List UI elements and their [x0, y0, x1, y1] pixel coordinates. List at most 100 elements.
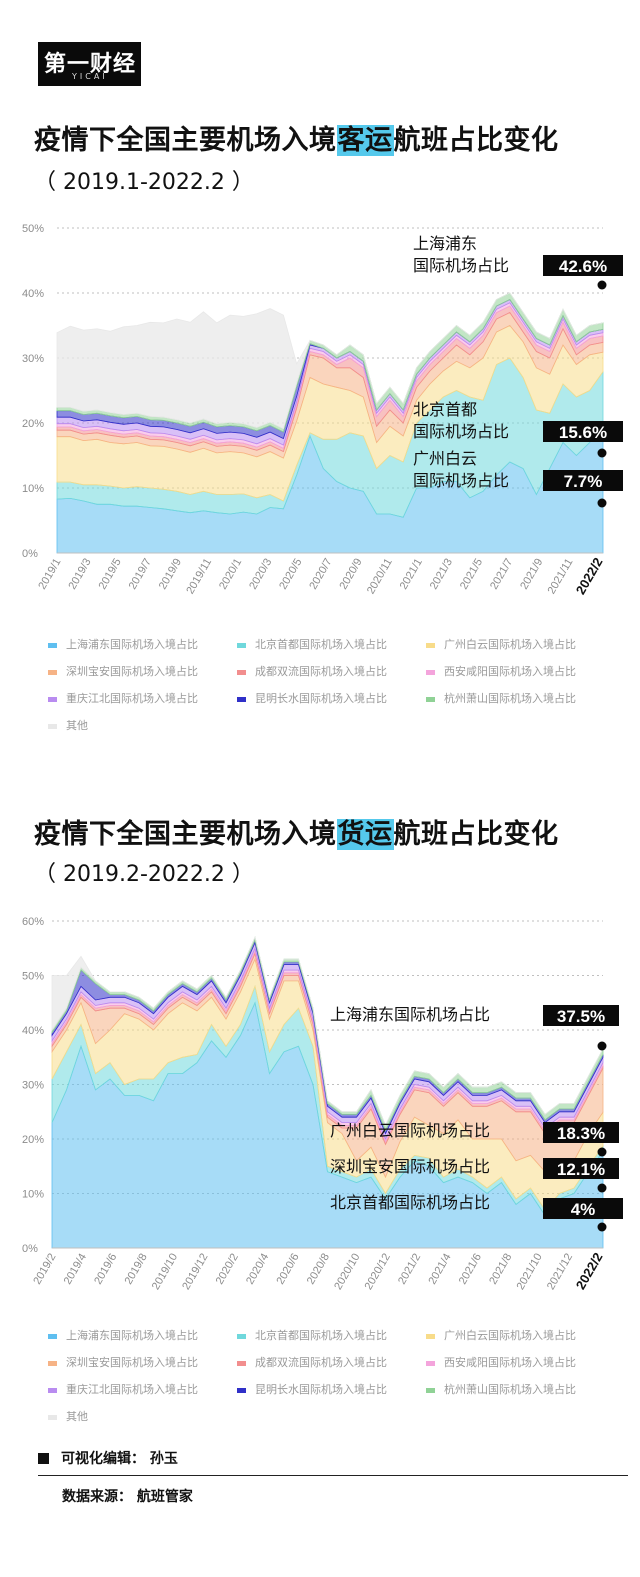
x-tick-label: 2021/12 [545, 1252, 575, 1292]
annotation-value: 4% [571, 1200, 596, 1219]
annotation-value-box [543, 1158, 619, 1179]
x-tick-label: 2019/3 [66, 557, 93, 592]
legend-swatch [237, 1360, 246, 1366]
legend-label: 杭州萧山国际机场入境占比 [444, 692, 576, 705]
legend-label: 北京首都国际机场入境占比 [255, 1329, 387, 1342]
legend-label: 上海浦东国际机场入境占比 [66, 638, 198, 651]
annotation-2: 广州白云国际机场占比 18.3% [330, 1121, 619, 1157]
annotation-dot [597, 498, 607, 508]
chart2-legend: 上海浦东国际机场入境占比 北京首都国际机场入境占比 广州白云国际机场入境占比 深圳宝安… [48, 1327, 618, 1427]
x-tick-label: 2020/9 [337, 557, 364, 592]
legend-item: 广州白云国际机场入境占比 [426, 636, 576, 652]
legend-swatch [237, 1387, 246, 1393]
chart1-title-pre: 疫情下全国主要机场入境 [34, 125, 337, 156]
legend-item: 重庆江北国际机场入境占比 [48, 690, 198, 706]
legend-swatch [426, 1387, 435, 1393]
legend-item: 杭州萧山国际机场入境占比 [426, 1381, 576, 1397]
annotation-value: 18.3% [557, 1124, 605, 1143]
legend-label: 重庆江北国际机场入境占比 [66, 692, 198, 705]
editor-credit: 可视化编辑： 孙玉 [38, 1448, 178, 1468]
annotation-value-box [543, 470, 623, 491]
legend-item: 其他 [48, 717, 88, 733]
legend-label: 其他 [66, 1410, 88, 1423]
legend-swatch [426, 1333, 435, 1339]
x-tick-label: 2021/7 [488, 557, 515, 592]
annotation-dot [597, 1147, 607, 1157]
logo: 第一财经 YICAI [38, 42, 141, 86]
x-tick-label: 2019/2 [31, 1252, 58, 1287]
data-source: 数据来源： 航班管家 [62, 1489, 193, 1505]
y-tick-label: 50% [22, 971, 44, 983]
x-tick-label: 2019/6 [92, 1252, 119, 1287]
annotation-4: 北京首都国际机场占比 4% [330, 1193, 623, 1232]
chart1-subtitle: （ 2019.1-2022.2 ） [34, 170, 254, 195]
legend-swatch [237, 1333, 246, 1339]
chart2-title-post: 航班占比变化 [393, 819, 559, 850]
legend-label: 其他 [66, 719, 88, 732]
legend-swatch [426, 669, 435, 675]
legend-swatch [48, 696, 57, 702]
x-tick-label: 2019/7 [127, 557, 154, 592]
y-tick-label: 20% [22, 418, 44, 430]
footer-divider [38, 1475, 628, 1476]
annotation-value-box [543, 1005, 619, 1026]
chart1-area-chart: 0%10%20%30%40%50%2019/1 2019/3 2019/5 2019/… [22, 223, 623, 597]
legend-label: 广州白云国际机场入境占比 [444, 638, 576, 651]
x-tick-label: 2021/3 [428, 557, 455, 592]
legend-label: 西安咸阳国际机场入境占比 [444, 665, 576, 678]
x-tick-label: 2019/8 [123, 1252, 150, 1287]
chart1-title-highlight: 客运 [336, 125, 394, 156]
annotation-label: 广州白云国际机场占比 [330, 1121, 490, 1140]
x-tick-label: 2021/1 [398, 557, 425, 592]
x-tick-label: 2022/2 [573, 555, 606, 597]
legend-label: 杭州萧山国际机场入境占比 [444, 1383, 576, 1396]
annotation-label: 北京首都 [413, 400, 477, 419]
x-tick-label: 2021/9 [518, 557, 545, 592]
legend-label: 北京首都国际机场入境占比 [255, 638, 387, 651]
chart2-area-chart: 0%10%20%30%40%50%60%2019/2 2019/4 2019/6 20… [22, 916, 623, 1292]
x-tick-label: 2020/8 [305, 1252, 332, 1287]
legend-item: 昆明长水国际机场入境占比 [237, 690, 387, 706]
x-tick-label: 2021/10 [515, 1252, 545, 1292]
annotation-dot [597, 1222, 607, 1232]
annotation-value: 15.6% [559, 423, 607, 442]
logo-subtext: YICAI [72, 72, 108, 81]
annotation-1: 上海浦东国际机场占比 37.5% [330, 1005, 619, 1051]
chart2-title: 疫情下全国主要机场入境货运航班占比变化 [34, 812, 559, 851]
chart2-title-highlight: 货运 [336, 819, 394, 850]
legend-item: 北京首都国际机场入境占比 [237, 1327, 387, 1343]
annotation-dot [597, 1183, 607, 1193]
x-tick-label: 2020/12 [363, 1252, 393, 1292]
x-tick-label: 2020/7 [307, 557, 334, 592]
legend-item: 其他 [48, 1408, 88, 1424]
annotation-value: 37.5% [557, 1007, 605, 1026]
annotation-3: 广州白云国际机场占比 7.7% [413, 449, 623, 508]
legend-label: 深圳宝安国际机场入境占比 [66, 1356, 198, 1369]
legend-label: 西安咸阳国际机场入境占比 [444, 1356, 576, 1369]
annotation-label: 上海浦东 [413, 234, 477, 253]
legend-item: 重庆江北国际机场入境占比 [48, 1381, 198, 1397]
x-tick-label: 2022/2 [573, 1250, 606, 1292]
annotation-2: 北京首都国际机场占比 15.6% [413, 400, 623, 458]
legend-item: 深圳宝安国际机场入境占比 [48, 1354, 198, 1370]
annotation-value: 7.7% [564, 472, 603, 491]
x-tick-label: 2020/3 [247, 557, 274, 592]
annotation-dot [597, 448, 607, 458]
legend-label: 昆明长水国际机场入境占比 [255, 692, 387, 705]
legend-swatch [48, 669, 57, 675]
square-bullet-icon [38, 1453, 49, 1464]
legend-swatch [237, 642, 246, 648]
x-tick-label: 2020/6 [274, 1252, 301, 1287]
x-tick-label: 2019/4 [62, 1252, 89, 1287]
legend-label: 成都双流国际机场入境占比 [255, 665, 387, 678]
legend-label: 成都双流国际机场入境占比 [255, 1356, 387, 1369]
y-tick-label: 0% [22, 1243, 38, 1255]
x-tick-label: 2020/5 [277, 557, 304, 592]
annotation-dot [597, 1041, 607, 1051]
logo-text: 第一财经 [44, 52, 137, 77]
annotation-value-box [543, 421, 623, 442]
legend-swatch [426, 696, 435, 702]
legend-label: 广州白云国际机场入境占比 [444, 1329, 576, 1342]
chart2-subtitle: （ 2019.2-2022.2 ） [34, 862, 254, 887]
chart1-title-post: 航班占比变化 [393, 125, 559, 156]
